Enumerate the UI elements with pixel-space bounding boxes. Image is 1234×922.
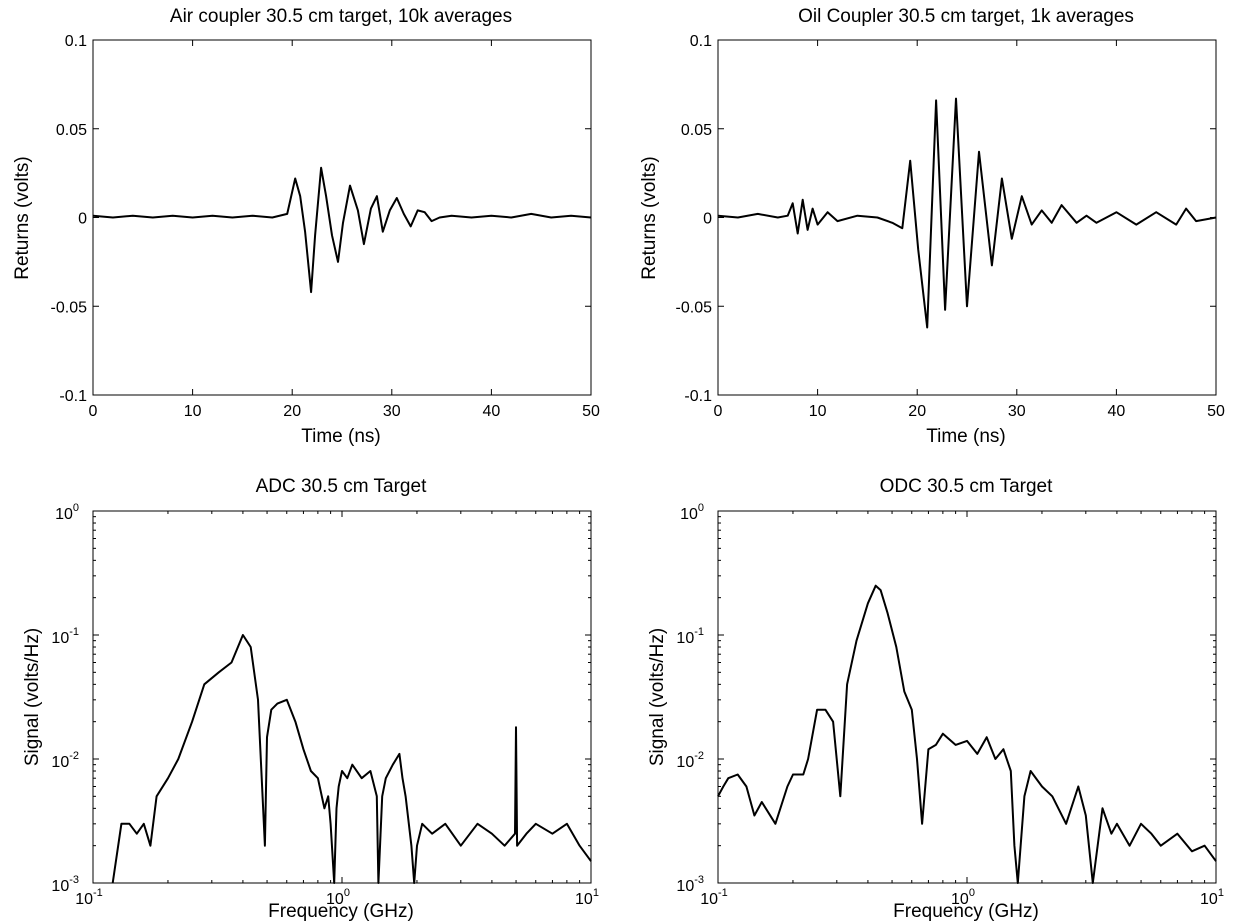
plot-frame bbox=[717, 39, 1217, 396]
tick-marks: 0 10 20 30 40 50 -0.1 -0.05 0 0.05 0.1 bbox=[676, 33, 1225, 420]
y-tick-label: -0.05 bbox=[51, 299, 88, 316]
chart-title: ADC 30.5 cm Target bbox=[256, 476, 427, 497]
y-tick-label: 0 bbox=[703, 211, 712, 228]
x-tick-label: 20 bbox=[908, 403, 926, 420]
x-tick-label: 30 bbox=[383, 403, 401, 420]
y-tick-label: 0.05 bbox=[681, 122, 712, 139]
y-tick-label: 10-1 bbox=[51, 626, 79, 647]
x-tick-label: 50 bbox=[582, 403, 600, 420]
series-line bbox=[717, 97, 1217, 329]
x-tick-label: 20 bbox=[283, 403, 301, 420]
tick-marks: 0 10 20 30 40 50 -0.1 -0.05 0 0.05 0.1 bbox=[51, 33, 600, 420]
y-tick-label: 100 bbox=[55, 502, 79, 523]
x-tick-label: 10 bbox=[809, 403, 827, 420]
x-tick-label: 30 bbox=[1008, 403, 1026, 420]
y-tick-label: 10-2 bbox=[51, 750, 79, 771]
x-axis-label: Time (ns) bbox=[301, 426, 381, 447]
series-line bbox=[92, 166, 592, 294]
y-tick-label: 10-1 bbox=[676, 626, 704, 647]
y-tick-label: -0.1 bbox=[684, 388, 712, 405]
panel-oil-coupler: Oil Coupler 30.5 cm target, 1k averages … bbox=[639, 6, 1225, 447]
x-tick-label: 0 bbox=[89, 403, 98, 420]
y-axis-label: Returns (volts) bbox=[12, 156, 33, 280]
x-tick-label: 40 bbox=[1108, 403, 1126, 420]
x-tick-label: 0 bbox=[714, 403, 723, 420]
y-axis-label: Returns (volts) bbox=[639, 156, 660, 280]
chart-title: ODC 30.5 cm Target bbox=[880, 476, 1054, 497]
y-tick-label: 10-2 bbox=[676, 750, 704, 771]
x-tick-label: 40 bbox=[483, 403, 501, 420]
x-tick-label: 10 bbox=[184, 403, 202, 420]
x-tick-label: 50 bbox=[1207, 403, 1225, 420]
y-tick-label: 0.05 bbox=[56, 122, 87, 139]
panel-odc: ODC 30.5 cm Target 10-1 100 10110-310-210-… bbox=[647, 476, 1224, 922]
x-tick-label: 101 bbox=[575, 887, 599, 908]
x-tick-label: 101 bbox=[1200, 887, 1224, 908]
x-tick-label: 10-1 bbox=[700, 887, 728, 908]
x-axis-label: Frequency (GHz) bbox=[893, 901, 1039, 922]
y-tick-label: -0.1 bbox=[59, 388, 87, 405]
y-tick-label: 100 bbox=[680, 502, 704, 523]
series-line bbox=[717, 584, 1217, 884]
chart-title: Air coupler 30.5 cm target, 10k averages bbox=[170, 6, 512, 27]
x-axis-label: Frequency (GHz) bbox=[268, 901, 414, 922]
y-tick-label: -0.05 bbox=[676, 299, 713, 316]
y-tick-label: 0.1 bbox=[65, 33, 87, 50]
y-tick-label: 0.1 bbox=[690, 33, 712, 50]
chart-title: Oil Coupler 30.5 cm target, 1k averages bbox=[798, 6, 1134, 27]
y-axis-label: Signal (volts/Hz) bbox=[647, 628, 668, 766]
series-line bbox=[111, 634, 592, 884]
x-tick-label: 10-1 bbox=[75, 887, 103, 908]
panel-air-coupler: Air coupler 30.5 cm target, 10k averages… bbox=[12, 6, 600, 447]
x-axis-label: Time (ns) bbox=[926, 426, 1006, 447]
y-tick-label: 0 bbox=[78, 211, 87, 228]
y-axis-label: Signal (volts/Hz) bbox=[22, 628, 43, 766]
plot-frame bbox=[717, 510, 1217, 884]
panel-adc: ADC 30.5 cm Target 10-1 100 10110-310-210-… bbox=[22, 476, 599, 922]
